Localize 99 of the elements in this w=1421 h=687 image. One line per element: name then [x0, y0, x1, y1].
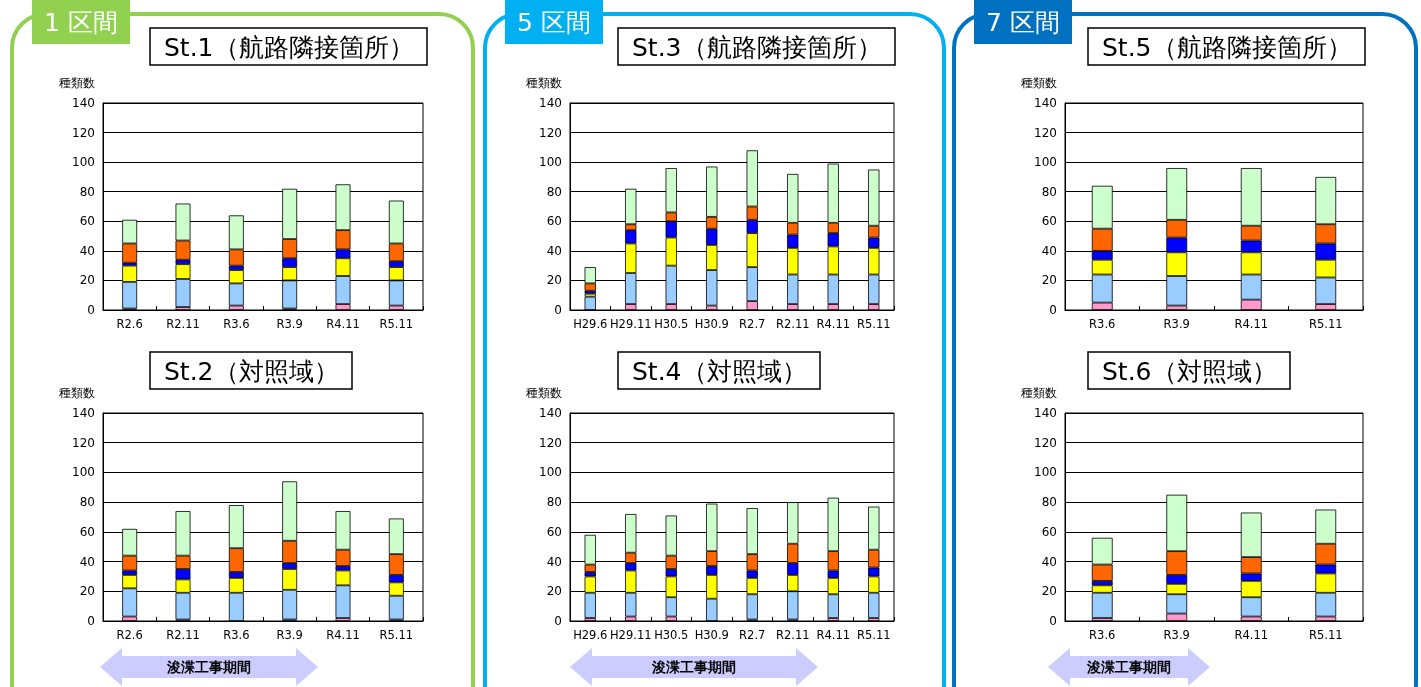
y-tick-label: 120: [539, 125, 562, 140]
y-tick-label: 0: [1049, 614, 1057, 628]
x-tick-label: H30.9: [694, 628, 729, 642]
y-tick-label: 40: [546, 243, 562, 258]
y-tick-label: 80: [546, 184, 562, 199]
y-tick-label: 100: [72, 155, 95, 170]
y-tick-label: 60: [79, 524, 95, 539]
y-tick-label: 40: [546, 554, 562, 569]
x-tick-label: R3.9: [1163, 317, 1190, 331]
x-tick-label: H30.9: [694, 317, 729, 331]
x-tick-label: R2.11: [775, 628, 810, 642]
y-tick-label: 100: [539, 155, 562, 170]
y-tick-label: 80: [1041, 495, 1057, 510]
y-tick-label: 100: [1034, 465, 1057, 480]
y-tick-label: 0: [554, 614, 562, 628]
x-tick-label: R3.6: [223, 628, 250, 642]
x-tick-label: R2.11: [166, 628, 200, 642]
y-tick-label: 0: [554, 303, 562, 317]
y-tick-label: 60: [79, 214, 95, 229]
y-tick-label: 140: [72, 406, 95, 420]
x-tick-label: R3.6: [1089, 628, 1116, 642]
x-tick-label: R5.11: [856, 317, 891, 331]
x-tick-label: R5.11: [379, 628, 414, 642]
y-tick-label: 120: [539, 435, 562, 450]
y-tick-label: 20: [546, 273, 562, 288]
x-tick-label: R5.11: [856, 628, 891, 642]
y-tick-label: 120: [1034, 435, 1057, 450]
y-axis-title: 種類数: [59, 386, 95, 400]
x-tick-label: R2.11: [166, 317, 200, 331]
y-tick-label: 120: [1034, 125, 1057, 140]
text: 5 区間: [505, 0, 603, 44]
y-tick-label: 80: [79, 495, 95, 510]
y-tick-label: 0: [1049, 303, 1057, 317]
x-tick-label: H29.6: [573, 317, 608, 331]
y-axis-title: 種類数: [526, 76, 562, 90]
chart-title: St.6（対照域）: [1102, 357, 1277, 386]
y-tick-label: 20: [1041, 584, 1057, 599]
x-tick-label: H30.5: [654, 628, 689, 642]
x-tick-label: R3.9: [276, 628, 303, 642]
y-tick-label: 100: [72, 465, 95, 480]
x-tick-label: R4.11: [1234, 317, 1269, 331]
x-tick-label: R3.9: [1163, 628, 1190, 642]
x-tick-label: R4.11: [1234, 628, 1269, 642]
y-tick-label: 60: [546, 214, 562, 229]
y-tick-label: 140: [1034, 406, 1057, 420]
x-tick-label: H29.11: [609, 628, 652, 642]
y-tick-label: 120: [72, 435, 95, 450]
y-tick-label: 0: [87, 614, 95, 628]
y-tick-label: 20: [1041, 273, 1057, 288]
y-tick-label: 140: [1034, 96, 1057, 110]
x-tick-label: R5.11: [1308, 317, 1343, 331]
y-axis-title: 種類数: [59, 76, 95, 90]
y-axis-title: 種類数: [526, 386, 562, 400]
x-tick-label: R4.11: [326, 628, 360, 642]
y-tick-label: 140: [72, 96, 95, 110]
y-tick-label: 20: [79, 273, 95, 288]
x-tick-label: R5.11: [1308, 628, 1343, 642]
y-tick-label: 80: [79, 184, 95, 199]
text: 1 区間: [32, 0, 130, 44]
y-tick-label: 140: [539, 96, 562, 110]
x-tick-label: R2.7: [739, 317, 766, 331]
x-tick-label: H29.6: [573, 628, 608, 642]
x-tick-label: H29.11: [609, 317, 652, 331]
chart-title: St.5（航路隣接箇所）: [1102, 33, 1352, 62]
x-tick-label: R2.6: [116, 628, 143, 642]
x-tick-label: R4.11: [816, 628, 851, 642]
chart-title: St.4（対照域）: [632, 357, 807, 386]
y-tick-label: 40: [79, 554, 95, 569]
x-tick-label: R3.6: [1089, 317, 1116, 331]
y-tick-label: 60: [1041, 524, 1057, 539]
chart-title: St.3（航路隣接箇所）: [632, 33, 882, 62]
y-tick-label: 60: [546, 524, 562, 539]
y-tick-label: 80: [546, 495, 562, 510]
x-tick-label: R4.11: [816, 317, 851, 331]
x-tick-label: R2.11: [775, 317, 810, 331]
chart-title: St.2（対照域）: [164, 357, 339, 386]
y-tick-label: 120: [72, 125, 95, 140]
text: 7 区間: [974, 0, 1072, 44]
y-axis-title: 種類数: [1021, 386, 1057, 400]
y-tick-label: 40: [1041, 243, 1057, 258]
y-tick-label: 20: [546, 584, 562, 599]
x-tick-label: R3.9: [276, 317, 303, 331]
y-tick-label: 100: [539, 465, 562, 480]
y-tick-label: 60: [1041, 214, 1057, 229]
x-tick-label: R5.11: [379, 317, 414, 331]
y-tick-label: 140: [539, 406, 562, 420]
y-tick-label: 40: [1041, 554, 1057, 569]
y-tick-label: 20: [79, 584, 95, 599]
y-axis-title: 種類数: [1021, 76, 1057, 90]
x-tick-label: H30.5: [654, 317, 689, 331]
x-tick-label: R4.11: [326, 317, 360, 331]
y-tick-label: 80: [1041, 184, 1057, 199]
chart-title: St.1（航路隣接箇所）: [164, 33, 414, 62]
x-tick-label: R2.7: [739, 628, 766, 642]
y-tick-label: 40: [79, 243, 95, 258]
x-tick-label: R3.6: [223, 317, 250, 331]
y-tick-label: 0: [87, 303, 95, 317]
x-tick-label: R2.6: [116, 317, 143, 331]
y-tick-label: 100: [1034, 155, 1057, 170]
